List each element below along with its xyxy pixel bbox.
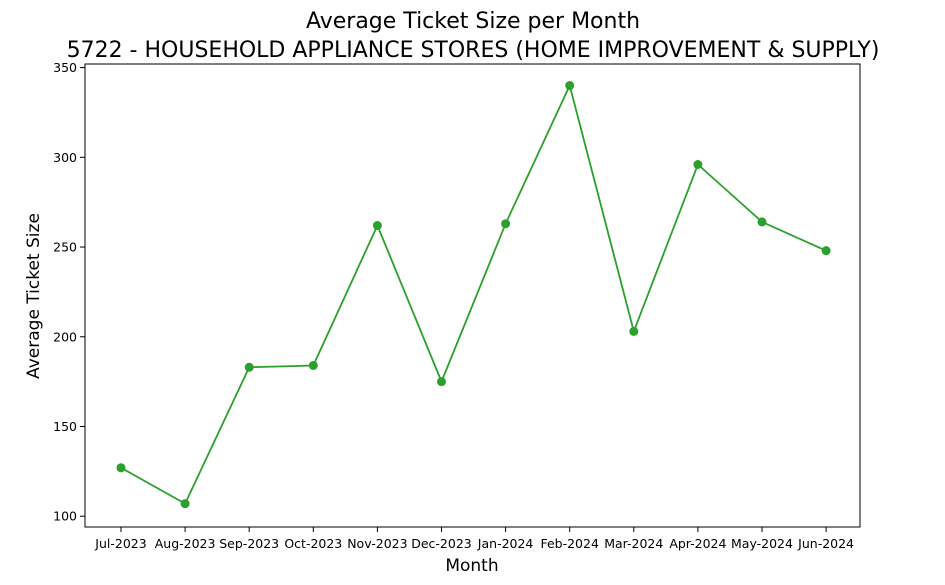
x-tick-label: Jul-2023 — [94, 536, 146, 551]
x-tick-label: Aug-2023 — [155, 536, 216, 551]
y-tick-label: 150 — [53, 419, 77, 434]
data-point — [693, 159, 703, 169]
data-point — [372, 221, 382, 231]
series-line — [120, 82, 827, 505]
y-tick-label: 350 — [53, 60, 77, 75]
x-tick-label: Apr-2024 — [669, 536, 726, 551]
data-point — [116, 463, 126, 473]
data-point — [437, 377, 446, 387]
plot-area — [84, 63, 861, 528]
x-tick-label: May-2024 — [731, 536, 793, 551]
y-tick-label: 100 — [53, 509, 77, 524]
x-tick-label: Feb-2024 — [540, 536, 599, 551]
y-tick-label: 200 — [53, 329, 77, 344]
x-tick-label: Dec-2023 — [411, 536, 472, 551]
data-point — [565, 81, 575, 91]
data-point — [821, 246, 831, 256]
data-point — [629, 326, 639, 336]
data-point — [757, 217, 767, 227]
y-tick-label: 250 — [53, 240, 77, 255]
y-axis-label: Average Ticket Size — [24, 213, 44, 379]
y-tick-label: 300 — [53, 150, 77, 165]
chart-subtitle: 5722 - HOUSEHOLD APPLIANCE STORES (HOME … — [67, 38, 880, 63]
data-point — [501, 219, 511, 229]
x-axis: Jul-2023 Aug-2023 Sep-2023 Oct-2023 Nov-2023… — [94, 527, 854, 551]
x-tick-label: Sep-2023 — [219, 536, 279, 551]
y-axis: 100 150 200 250 300 350 — [53, 60, 85, 524]
data-point — [308, 360, 318, 370]
x-axis-label: Month — [445, 556, 498, 576]
x-tick-label: Mar-2024 — [604, 536, 663, 551]
x-tick-label: Nov-2023 — [347, 536, 407, 551]
data-point — [244, 362, 254, 372]
series-layer — [116, 81, 831, 509]
x-tick-label: Jan-2024 — [477, 536, 534, 551]
chart-title: Average Ticket Size per Month — [306, 9, 640, 34]
x-tick-label: Oct-2023 — [284, 536, 342, 551]
data-point — [180, 499, 190, 509]
x-tick-label: Jun-2024 — [797, 536, 854, 551]
